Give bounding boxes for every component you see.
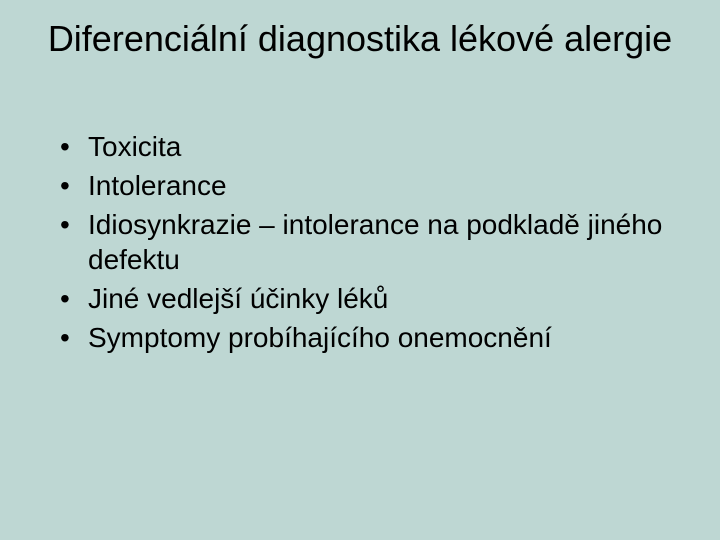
list-item: Idiosynkrazie – intolerance na podkladě …: [60, 207, 680, 277]
bullet-list: Toxicita Intolerance Idiosynkrazie – int…: [40, 129, 680, 355]
list-item: Symptomy probíhajícího onemocnění: [60, 320, 680, 355]
slide-title: Diferenciální diagnostika lékové alergie: [40, 18, 680, 59]
list-item: Jiné vedlejší účinky léků: [60, 281, 680, 316]
slide: Diferenciální diagnostika lékové alergie…: [0, 0, 720, 540]
list-item: Intolerance: [60, 168, 680, 203]
list-item: Toxicita: [60, 129, 680, 164]
